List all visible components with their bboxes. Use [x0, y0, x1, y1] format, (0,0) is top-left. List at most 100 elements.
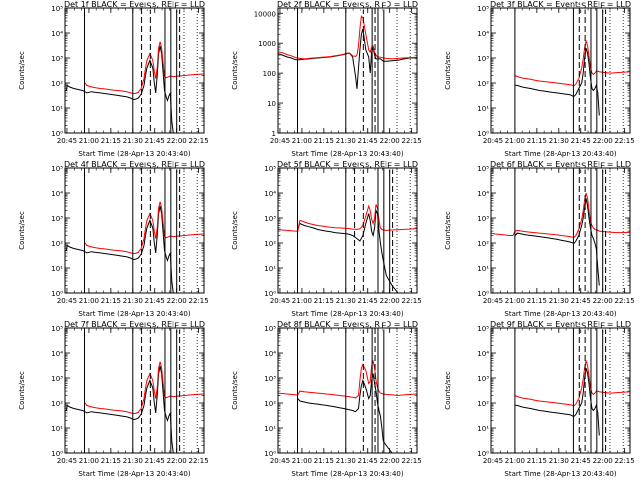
- x-tick-label: 21:15: [527, 297, 547, 305]
- marker-label: E: [600, 162, 605, 171]
- marker-label-bg: [599, 0, 607, 10]
- y-tick-label: 10⁴: [51, 350, 63, 358]
- x-tick-label: 21:00: [505, 137, 525, 145]
- x-tick-label: 22:15: [402, 137, 422, 145]
- marker-label: S: [146, 162, 151, 171]
- events-series-line: [515, 47, 600, 116]
- y-tick-label: 10¹: [477, 105, 489, 113]
- marker-label: S: [581, 2, 586, 11]
- y-tick-label: 10¹: [477, 425, 489, 433]
- y-tick-label: 10⁴: [51, 190, 63, 198]
- x-tick-label: 21:45: [358, 457, 378, 465]
- marker-label: E: [174, 2, 179, 11]
- chart-panel: Det 7f BLACK = Events, RED = LLD Counts/s…: [18, 320, 209, 478]
- y-tick-label: 10¹: [51, 265, 63, 273]
- chart-panel: Det 6f BLACK = Events, RED = LLD Counts/s…: [444, 160, 635, 318]
- x-tick-label: 21:30: [336, 137, 356, 145]
- x-tick-label: 22:00: [380, 297, 400, 305]
- y-axis-label: Counts/sec: [444, 211, 452, 250]
- y-tick-label: 10¹: [51, 425, 63, 433]
- x-tick-label: 22:15: [189, 297, 209, 305]
- y-tick-label: 10⁰: [51, 450, 63, 458]
- x-axis-label: Start Time (28-Apr-13 20:43:40): [291, 150, 403, 158]
- y-tick-label: 10⁴: [264, 350, 276, 358]
- x-tick-label: 21:30: [123, 137, 143, 145]
- chart-title: Det 2f BLACK = Events, RED = LLD: [277, 0, 418, 9]
- marker-label: S: [359, 162, 364, 171]
- marker-label-bg: [386, 160, 394, 170]
- y-tick-label: 10⁵: [51, 325, 63, 333]
- marker-label-bg: [173, 0, 181, 10]
- marker-label: E: [174, 162, 179, 171]
- chart-title: Det 8f BLACK = Events, RED = LLD: [277, 320, 418, 329]
- plot-frame: [490, 327, 631, 454]
- y-tick-label: 10⁰: [51, 130, 63, 138]
- x-tick-label: 21:45: [145, 297, 165, 305]
- x-tick-label: 21:00: [79, 457, 99, 465]
- lld-series-line: [491, 192, 630, 238]
- y-tick-label: 10000: [254, 10, 276, 18]
- x-tick-label: 21:45: [145, 137, 165, 145]
- y-tick-label: 10²: [477, 400, 489, 408]
- x-tick-label: 21:45: [358, 137, 378, 145]
- x-axis-label: Start Time (28-Apr-13 20:43:40): [78, 310, 190, 318]
- y-tick-label: 10¹: [477, 265, 489, 273]
- events-series-line: [515, 367, 600, 436]
- x-tick-label: 20:45: [57, 457, 77, 465]
- x-tick-label: 21:30: [336, 297, 356, 305]
- x-tick-label: 21:30: [123, 297, 143, 305]
- x-tick-label: 22:00: [167, 297, 187, 305]
- chart-title: Det 7f BLACK = Events, RED = LLD: [64, 320, 205, 329]
- x-tick-label: 21:00: [292, 297, 312, 305]
- x-tick-label: 21:15: [314, 297, 334, 305]
- y-axis-label: Counts/sec: [444, 51, 452, 90]
- x-tick-label: 20:45: [270, 457, 290, 465]
- plot-frame: [490, 7, 631, 134]
- y-tick-label: 10¹: [264, 265, 276, 273]
- marker-label: E: [600, 2, 605, 11]
- chart-panel: Det 4f BLACK = Events, RED = LLD Counts/s…: [18, 160, 209, 318]
- y-tick-label: 10⁰: [477, 130, 489, 138]
- chart-panel: Det 9f BLACK = Events, RED = LLD Counts/s…: [444, 320, 635, 478]
- events-series-line: [65, 366, 174, 453]
- marker-label-bg: [358, 320, 366, 330]
- plot-frame: [490, 167, 631, 294]
- marker-label-bg: [580, 160, 588, 170]
- events-series-line: [297, 208, 417, 293]
- x-tick-label: 21:30: [123, 457, 143, 465]
- marker-label: E: [387, 162, 392, 171]
- x-tick-label: 21:45: [358, 297, 378, 305]
- x-tick-label: 21:15: [101, 297, 121, 305]
- y-axis-label: Counts/sec: [231, 371, 239, 410]
- x-tick-label: 21:15: [101, 137, 121, 145]
- y-tick-label: 10²: [264, 400, 276, 408]
- marker-label: S: [146, 2, 151, 11]
- marker-label: S: [359, 2, 364, 11]
- y-tick-label: 1000: [258, 40, 276, 48]
- marker-label-bg: [145, 0, 153, 10]
- events-series-line: [65, 206, 174, 293]
- chart-panel: Det 3f BLACK = Events, RED = LLD Counts/s…: [444, 0, 635, 158]
- marker-label: E: [600, 322, 605, 331]
- marker-label: S: [359, 322, 364, 331]
- events-series-line: [297, 373, 417, 453]
- x-tick-label: 22:00: [380, 457, 400, 465]
- chart-title: Det 3f BLACK = Events, RED = LLD: [490, 0, 631, 9]
- x-tick-label: 21:00: [505, 457, 525, 465]
- y-tick-label: 10⁰: [477, 290, 489, 298]
- x-tick-label: 22:00: [593, 297, 613, 305]
- y-tick-label: 10⁵: [264, 325, 276, 333]
- x-tick-label: 20:45: [483, 457, 503, 465]
- x-tick-label: 21:00: [79, 297, 99, 305]
- x-tick-label: 20:45: [483, 297, 503, 305]
- x-tick-label: 21:00: [292, 137, 312, 145]
- chart-title: Det 1f BLACK = Events, RED = LLD: [64, 0, 205, 9]
- y-tick-label: 10³: [477, 375, 489, 383]
- y-tick-label: 10: [267, 100, 276, 108]
- y-tick-label: 10³: [264, 215, 276, 223]
- plot-frame: [277, 327, 418, 454]
- y-tick-label: 10⁴: [51, 30, 63, 38]
- x-tick-label: 21:00: [79, 137, 99, 145]
- x-tick-label: 21:00: [292, 457, 312, 465]
- x-axis-label: Start Time (28-Apr-13 20:43:40): [78, 470, 190, 478]
